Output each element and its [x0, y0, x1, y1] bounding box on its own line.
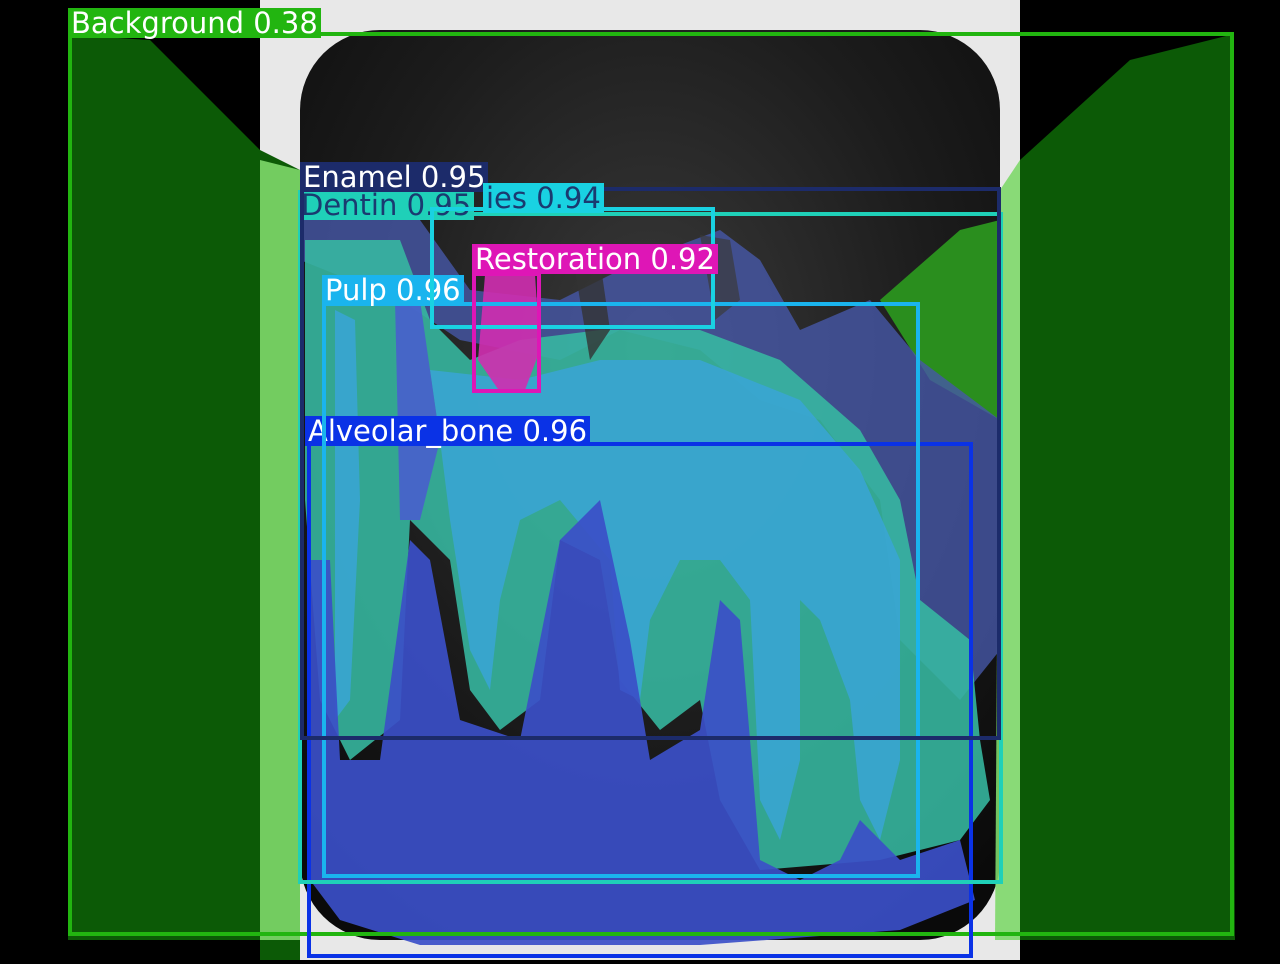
- restoration-bounding-box: [472, 272, 541, 393]
- pulp-bounding-box: [322, 302, 920, 878]
- pulp-mask-1: [335, 310, 360, 720]
- enamel-bounding-box: [300, 187, 1001, 740]
- enamel-label: Enamel 0.95: [300, 162, 489, 192]
- alveolar-bone-mask: [310, 500, 975, 945]
- alveolar-bone-bounding-box: [307, 442, 973, 958]
- background-bounding-box: [68, 32, 1234, 936]
- restoration-label: Restoration 0.92: [472, 244, 718, 274]
- pulp-mask-2: [430, 360, 900, 840]
- background-mask-right-top: [880, 220, 1000, 420]
- background-mask-right: [1020, 35, 1235, 940]
- pulp-label: Pulp 0.96: [322, 275, 464, 305]
- caries-label: ies 0.94: [483, 183, 604, 213]
- background-mask-left: [68, 35, 300, 960]
- background-label: Background 0.38: [68, 8, 321, 38]
- alveolar-bone-mask-upper: [395, 300, 440, 520]
- background-mask-light-left: [260, 160, 300, 940]
- interdental-gap-1: [575, 260, 610, 360]
- alveolar-bone-label: Alveolar_bone 0.96: [305, 416, 591, 446]
- dentin-label: Dentin 0.95: [298, 190, 475, 220]
